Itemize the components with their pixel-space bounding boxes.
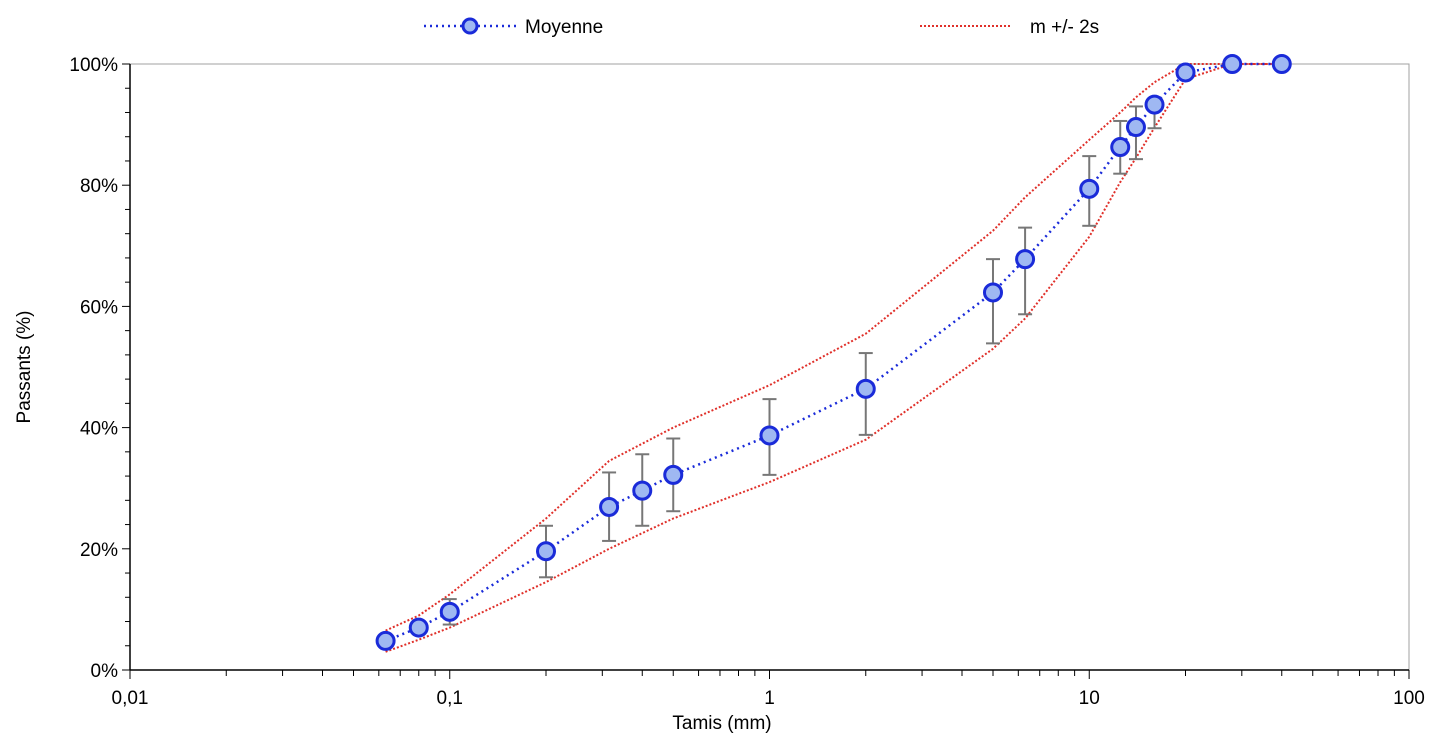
data-point — [1175, 62, 1196, 83]
x-tick-label: 0,1 — [437, 688, 463, 709]
data-point — [375, 630, 396, 651]
y-tick-label: 20% — [80, 540, 118, 561]
data-point — [536, 541, 557, 562]
legend: Moyenne m +/- 2s — [424, 17, 1099, 38]
data-point — [439, 601, 460, 622]
y-axis-title: Passants (%) — [14, 311, 35, 424]
x-axis-title: Tamis (mm) — [672, 713, 771, 734]
x-tick-labels: 0,01 0,1 1 10 100 — [112, 688, 1425, 709]
data-point — [1222, 54, 1243, 74]
data-point — [759, 425, 780, 446]
minor-ticks — [122, 63, 1410, 679]
legend-mean-label: Moyenne — [525, 17, 603, 38]
data-point — [599, 496, 620, 517]
data-point — [1271, 54, 1292, 74]
legend-mean-marker — [461, 17, 479, 35]
band-upper-line — [385, 63, 1282, 632]
data-point — [408, 617, 429, 638]
data-point — [1015, 249, 1036, 270]
y-tick-label: 100% — [69, 55, 118, 76]
y-tick-label: 40% — [80, 419, 118, 440]
data-point — [1079, 178, 1100, 199]
data-point — [632, 480, 653, 501]
x-tick-label: 0,01 — [112, 688, 149, 709]
band-group — [385, 63, 1282, 653]
plot-area — [129, 63, 1410, 671]
y-tick-label: 0% — [91, 661, 119, 682]
data-point — [1110, 137, 1131, 158]
legend-band-label: m +/- 2s — [1030, 17, 1099, 38]
y-tick-label: 80% — [80, 176, 118, 197]
x-tick-label: 10 — [1079, 688, 1100, 709]
x-tick-label: 100 — [1393, 688, 1425, 709]
data-point — [855, 378, 876, 399]
band-lower-line — [385, 63, 1282, 653]
data-point — [663, 464, 684, 485]
x-tick-label: 1 — [764, 688, 775, 709]
errorbar-group — [442, 104, 1162, 626]
y-tick-label: 60% — [80, 297, 118, 318]
y-tick-labels: 0% 20% 40% 60% 80% 100% — [69, 55, 118, 682]
data-point — [1125, 117, 1146, 138]
data-point — [1144, 94, 1165, 115]
data-point — [982, 282, 1003, 303]
point-group — [375, 54, 1292, 651]
